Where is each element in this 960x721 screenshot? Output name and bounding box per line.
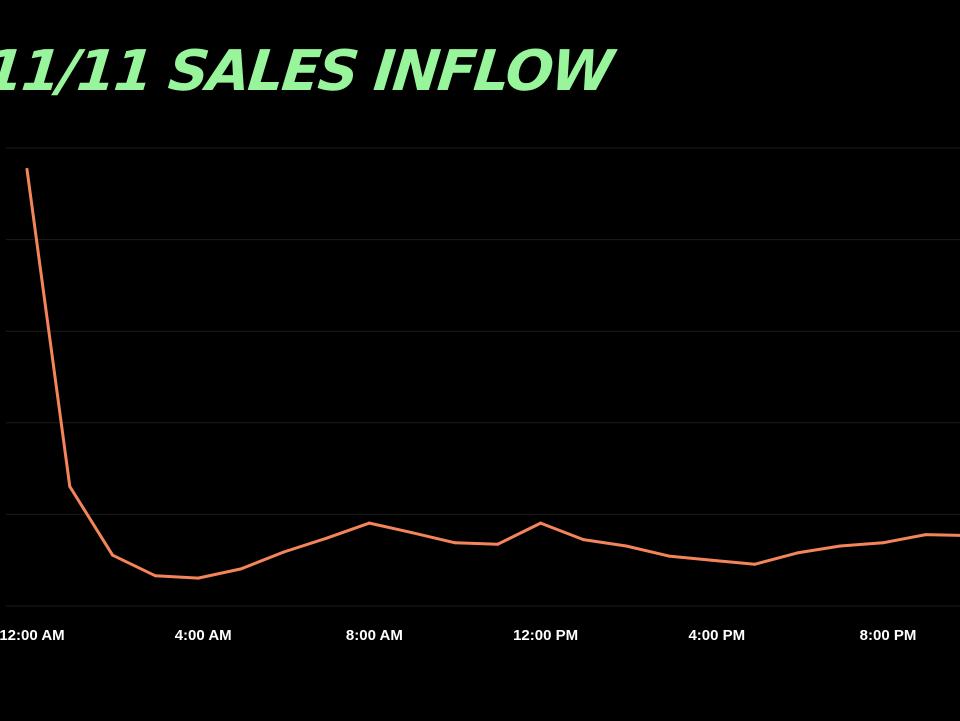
data-point xyxy=(496,542,500,546)
series-layer xyxy=(25,168,960,580)
x-axis-ticks: 12:00 AM 4:00 AM 8:00 AM 12:00 PM 4:00 PM 8:0… xyxy=(0,627,916,644)
data-point xyxy=(25,168,29,171)
x-tick-label: 8:00 PM xyxy=(860,627,917,644)
data-point xyxy=(539,521,543,525)
data-point xyxy=(239,567,243,571)
data-point xyxy=(196,576,200,580)
data-point xyxy=(881,541,885,545)
data-point xyxy=(282,550,286,554)
data-point xyxy=(410,531,414,535)
data-point xyxy=(111,553,115,557)
data-point xyxy=(153,574,157,578)
data-point xyxy=(581,538,585,542)
x-tick-label: 8:00 AM xyxy=(346,627,403,644)
data-point xyxy=(624,544,628,548)
data-point xyxy=(838,544,842,548)
x-tick-label: 12:00 PM xyxy=(513,627,578,644)
data-point xyxy=(795,551,799,555)
data-point xyxy=(453,541,457,545)
x-tick-label: 12:00 AM xyxy=(0,627,65,644)
data-point xyxy=(667,554,671,558)
data-point xyxy=(924,533,928,537)
series-line-0 xyxy=(25,168,960,580)
data-point xyxy=(325,536,329,540)
data-point xyxy=(367,521,371,525)
data-point xyxy=(710,558,714,562)
x-tick-label: 4:00 PM xyxy=(688,627,745,644)
x-tick-label: 4:00 AM xyxy=(175,627,232,644)
data-point xyxy=(68,485,72,488)
data-point xyxy=(753,562,757,566)
grid-lines xyxy=(6,147,960,607)
